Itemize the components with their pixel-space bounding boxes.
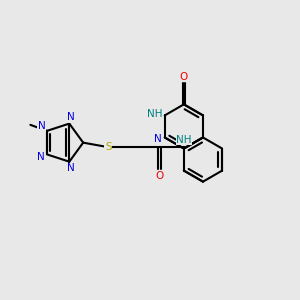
Text: N: N bbox=[67, 163, 75, 173]
Text: N: N bbox=[37, 152, 44, 162]
Text: S: S bbox=[105, 142, 112, 152]
Text: N: N bbox=[67, 112, 75, 122]
Text: N: N bbox=[38, 122, 46, 131]
Text: NH: NH bbox=[176, 135, 192, 145]
Text: N: N bbox=[154, 134, 161, 144]
Text: O: O bbox=[156, 171, 164, 181]
Text: O: O bbox=[180, 72, 188, 82]
Text: NH: NH bbox=[147, 109, 163, 119]
